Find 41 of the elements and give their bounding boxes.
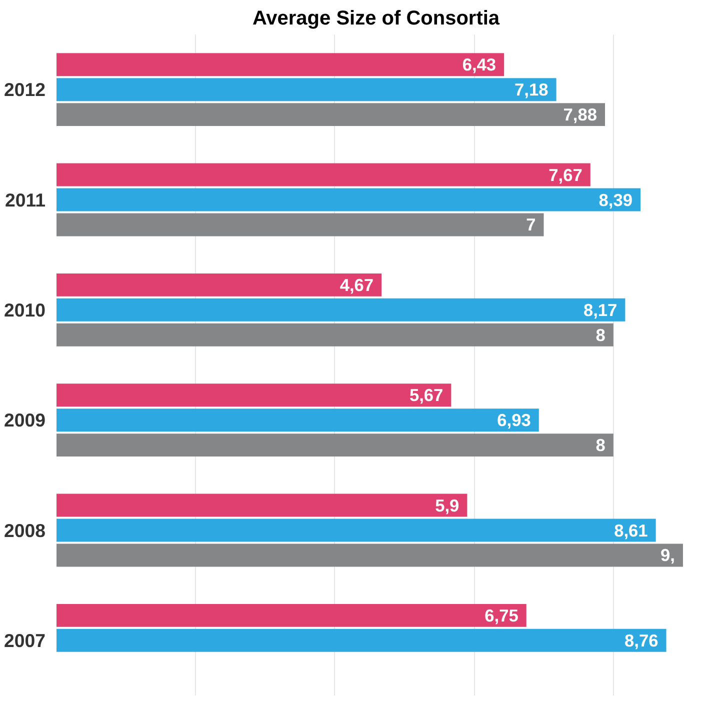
data-label: 7 xyxy=(526,214,536,235)
data-label: 5,67 xyxy=(409,385,444,406)
bar xyxy=(56,408,539,432)
bar xyxy=(56,188,641,212)
y-tick-label: 2009 xyxy=(4,410,46,431)
bar xyxy=(56,103,606,126)
chart-title: Average Size of Consortia xyxy=(252,8,500,30)
data-label: 6,43 xyxy=(462,54,496,75)
data-label: 7,18 xyxy=(514,80,549,100)
data-label: 7,67 xyxy=(548,164,582,185)
bar xyxy=(56,273,382,296)
bar xyxy=(56,544,683,567)
bar xyxy=(56,494,468,517)
data-label: 5,9 xyxy=(435,495,460,516)
bar xyxy=(56,213,544,236)
bar xyxy=(56,163,590,186)
bar xyxy=(56,604,526,627)
y-tick-label: 2007 xyxy=(4,630,46,651)
bar xyxy=(56,323,614,346)
bar xyxy=(56,628,666,652)
data-label: 8,17 xyxy=(583,300,618,320)
data-label: 8,76 xyxy=(624,630,659,650)
data-label: 6,93 xyxy=(497,410,532,430)
y-tick-label: 2010 xyxy=(4,299,46,320)
data-label: 4,67 xyxy=(340,274,374,295)
bar xyxy=(56,53,504,76)
y-tick-label: 2011 xyxy=(5,189,46,210)
y-tick-label: 2012 xyxy=(4,79,46,100)
bar xyxy=(56,298,626,322)
data-label: 8,39 xyxy=(598,190,633,210)
data-label: 6,75 xyxy=(484,605,519,626)
bar xyxy=(56,434,614,457)
y-tick-label: 2008 xyxy=(4,520,46,541)
data-label: 7,88 xyxy=(563,104,598,125)
data-label: 8,61 xyxy=(614,520,648,540)
bar xyxy=(56,78,556,102)
data-label: 8 xyxy=(596,324,606,345)
bar xyxy=(56,384,452,407)
data-label: 9, xyxy=(660,545,675,566)
data-label: 8 xyxy=(596,435,606,456)
bar xyxy=(56,518,656,542)
